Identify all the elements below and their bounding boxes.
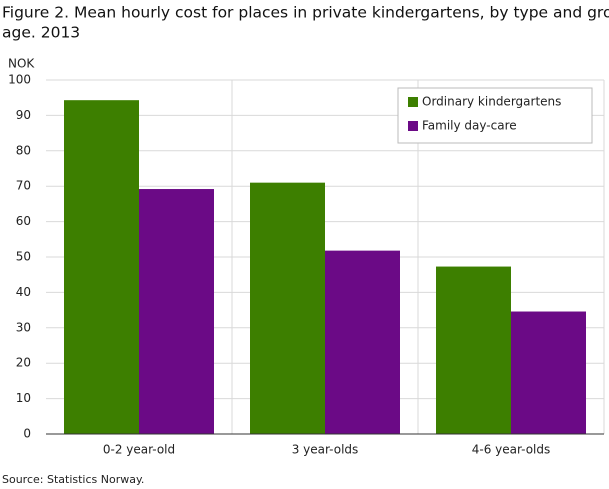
y-tick-label: 10 [16, 391, 31, 405]
bar [64, 100, 139, 434]
y-tick-label: 50 [16, 250, 31, 264]
y-tick-label: 80 [16, 143, 31, 157]
x-tick-label: 4-6 year-olds [472, 443, 551, 457]
x-tick-label: 0-2 year-old [103, 443, 175, 457]
legend-label: Ordinary kindergartens [422, 95, 561, 109]
legend-box [397, 87, 593, 144]
y-tick-label: 0 [23, 427, 31, 441]
bar [325, 250, 400, 434]
source-note: Source: Statistics Norway. [2, 473, 144, 486]
x-tick-label: 3 year-olds [292, 443, 359, 457]
bar [436, 266, 511, 434]
y-tick-label: 100 [8, 73, 31, 87]
legend-label: Family day-care [422, 119, 517, 133]
legend-swatch [408, 121, 418, 131]
y-tick-label: 60 [16, 214, 31, 228]
bar [511, 311, 586, 434]
y-tick-label: 70 [16, 179, 31, 193]
chart-title: Figure 2. Mean hourly cost for places in… [2, 4, 609, 22]
legend-swatch [408, 97, 418, 107]
y-axis-label: NOK [8, 57, 35, 71]
y-tick-label: 90 [16, 108, 31, 122]
y-tick-label: 40 [16, 285, 31, 299]
y-tick-label: 20 [16, 356, 31, 370]
bar [139, 189, 214, 434]
chart-title: age. 2013 [2, 24, 80, 42]
bar [250, 182, 325, 434]
y-tick-label: 30 [16, 320, 31, 334]
